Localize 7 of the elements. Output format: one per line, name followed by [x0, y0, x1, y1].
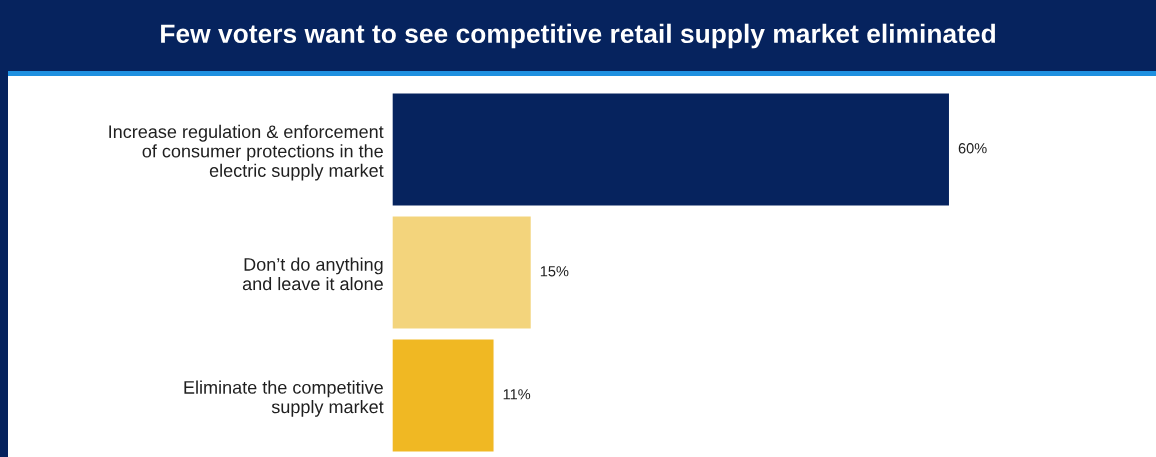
y-tick-label: Eliminate the competitive supply market: [184, 380, 384, 417]
data-label: 60%: [958, 143, 987, 154]
y-tick-label: Don’t do anything and leave it alone: [242, 257, 383, 291]
y-tick-label: Increase regulation & enforcement of consumer protections in the electric supply market: [109, 124, 384, 181]
data-label: 11%: [503, 389, 531, 400]
data-label: 15%: [540, 266, 569, 277]
chart-title: Few voters want to see competitive retail supply market eliminated: [161, 23, 995, 49]
